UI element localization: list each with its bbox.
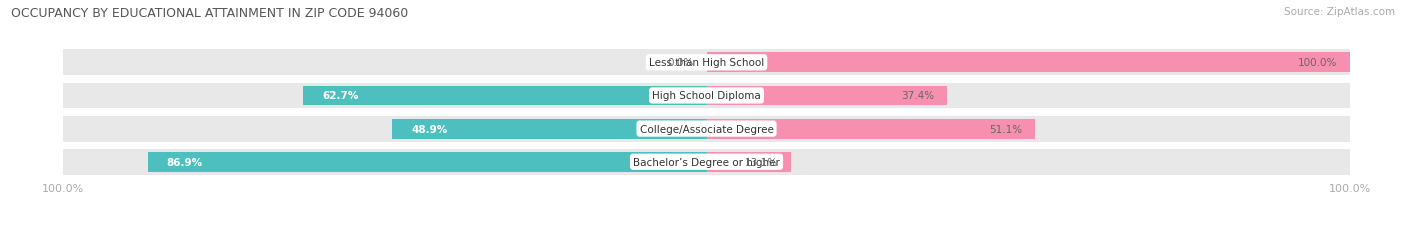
- Bar: [63, 149, 1350, 175]
- Bar: [392, 119, 707, 139]
- Text: 86.9%: 86.9%: [167, 157, 202, 167]
- Text: 51.1%: 51.1%: [990, 124, 1022, 134]
- Bar: [148, 152, 707, 172]
- Text: Source: ZipAtlas.com: Source: ZipAtlas.com: [1284, 7, 1395, 17]
- Bar: [304, 86, 707, 106]
- Bar: [63, 50, 1350, 76]
- Bar: [707, 86, 948, 106]
- Text: Bachelor’s Degree or higher: Bachelor’s Degree or higher: [633, 157, 780, 167]
- Text: 13.1%: 13.1%: [745, 157, 778, 167]
- Bar: [707, 119, 1035, 139]
- Bar: [63, 116, 1350, 142]
- Bar: [707, 53, 1350, 73]
- Text: OCCUPANCY BY EDUCATIONAL ATTAINMENT IN ZIP CODE 94060: OCCUPANCY BY EDUCATIONAL ATTAINMENT IN Z…: [11, 7, 409, 20]
- Text: High School Diploma: High School Diploma: [652, 91, 761, 101]
- Text: 48.9%: 48.9%: [412, 124, 447, 134]
- Text: Less than High School: Less than High School: [650, 58, 763, 68]
- Text: 62.7%: 62.7%: [322, 91, 359, 101]
- Text: 37.4%: 37.4%: [901, 91, 934, 101]
- Bar: [63, 83, 1350, 109]
- Text: 0.0%: 0.0%: [668, 58, 693, 68]
- Bar: [707, 152, 790, 172]
- Text: College/Associate Degree: College/Associate Degree: [640, 124, 773, 134]
- Text: 100.0%: 100.0%: [1298, 58, 1337, 68]
